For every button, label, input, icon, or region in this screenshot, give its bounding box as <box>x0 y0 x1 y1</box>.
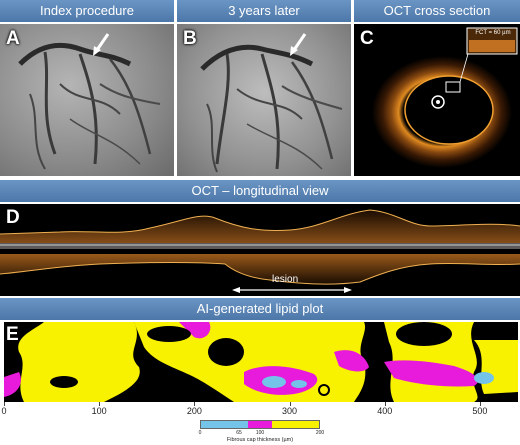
colorbar-segment-mid <box>248 421 272 428</box>
oct-longitudinal-image <box>0 209 520 293</box>
lesion-label: lesion <box>272 274 299 285</box>
angiogram-index-panel <box>0 24 174 176</box>
x-tick-mark <box>99 402 101 406</box>
oct-cross-section-image <box>372 27 518 168</box>
header-oct-longitudinal: OCT – longitudinal view <box>0 180 520 202</box>
angiogram-index-image <box>18 33 161 170</box>
colorbar-tick-label: 200 <box>315 430 325 436</box>
x-tick-label: 300 <box>282 406 298 416</box>
x-tick-mark <box>384 402 386 406</box>
panel-letter-c: C <box>360 28 374 49</box>
x-tick-mark <box>194 402 196 406</box>
colorbar-tick-label: 0 <box>198 430 202 436</box>
colorbar-segment-high <box>271 421 319 428</box>
panel-letter-e: E <box>6 324 19 345</box>
x-tick-label: 100 <box>91 406 107 416</box>
angiogram-followup-image <box>200 33 343 173</box>
x-tick-mark <box>4 402 5 406</box>
x-tick-mark <box>289 402 291 406</box>
x-tick-mark <box>479 402 481 406</box>
x-tick-label: 500 <box>472 406 488 416</box>
x-tick-label: 200 <box>186 406 202 416</box>
x-tick-label: 400 <box>377 406 393 416</box>
colorbar-tick-label: 100 <box>255 430 265 436</box>
panel-letter-b: B <box>183 28 197 49</box>
angiogram-followup-panel <box>177 24 351 176</box>
x-tick-label: 0 <box>1 406 7 416</box>
lipid-plot-image <box>4 322 518 402</box>
header-ai-lipid-plot: AI-generated lipid plot <box>0 298 520 320</box>
lipid-plot-panel <box>4 322 518 402</box>
panel-letter-a: A <box>6 28 20 49</box>
colorbar-label: Fibrous cap thickness (µm) <box>226 437 294 443</box>
fct-label: FCT = 60 µm <box>475 30 511 36</box>
header-index-procedure: Index procedure <box>0 0 174 22</box>
header-3-years-later: 3 years later <box>177 0 351 22</box>
panel-letter-d: D <box>6 207 20 228</box>
colorbar-tick-label: 65 <box>236 430 242 436</box>
colorbar-ticks: 0 65 100 200 <box>198 430 325 436</box>
colorbar-segment-low <box>201 421 249 428</box>
header-oct-cross-section: OCT cross section <box>354 0 520 22</box>
oct-longitudinal-panel: lesion <box>0 204 520 296</box>
colorbar <box>200 420 320 429</box>
oct-cross-section-panel: FCT = 60 µm <box>354 24 520 176</box>
x-axis: 0 100 200 300 400 500 <box>0 402 520 416</box>
